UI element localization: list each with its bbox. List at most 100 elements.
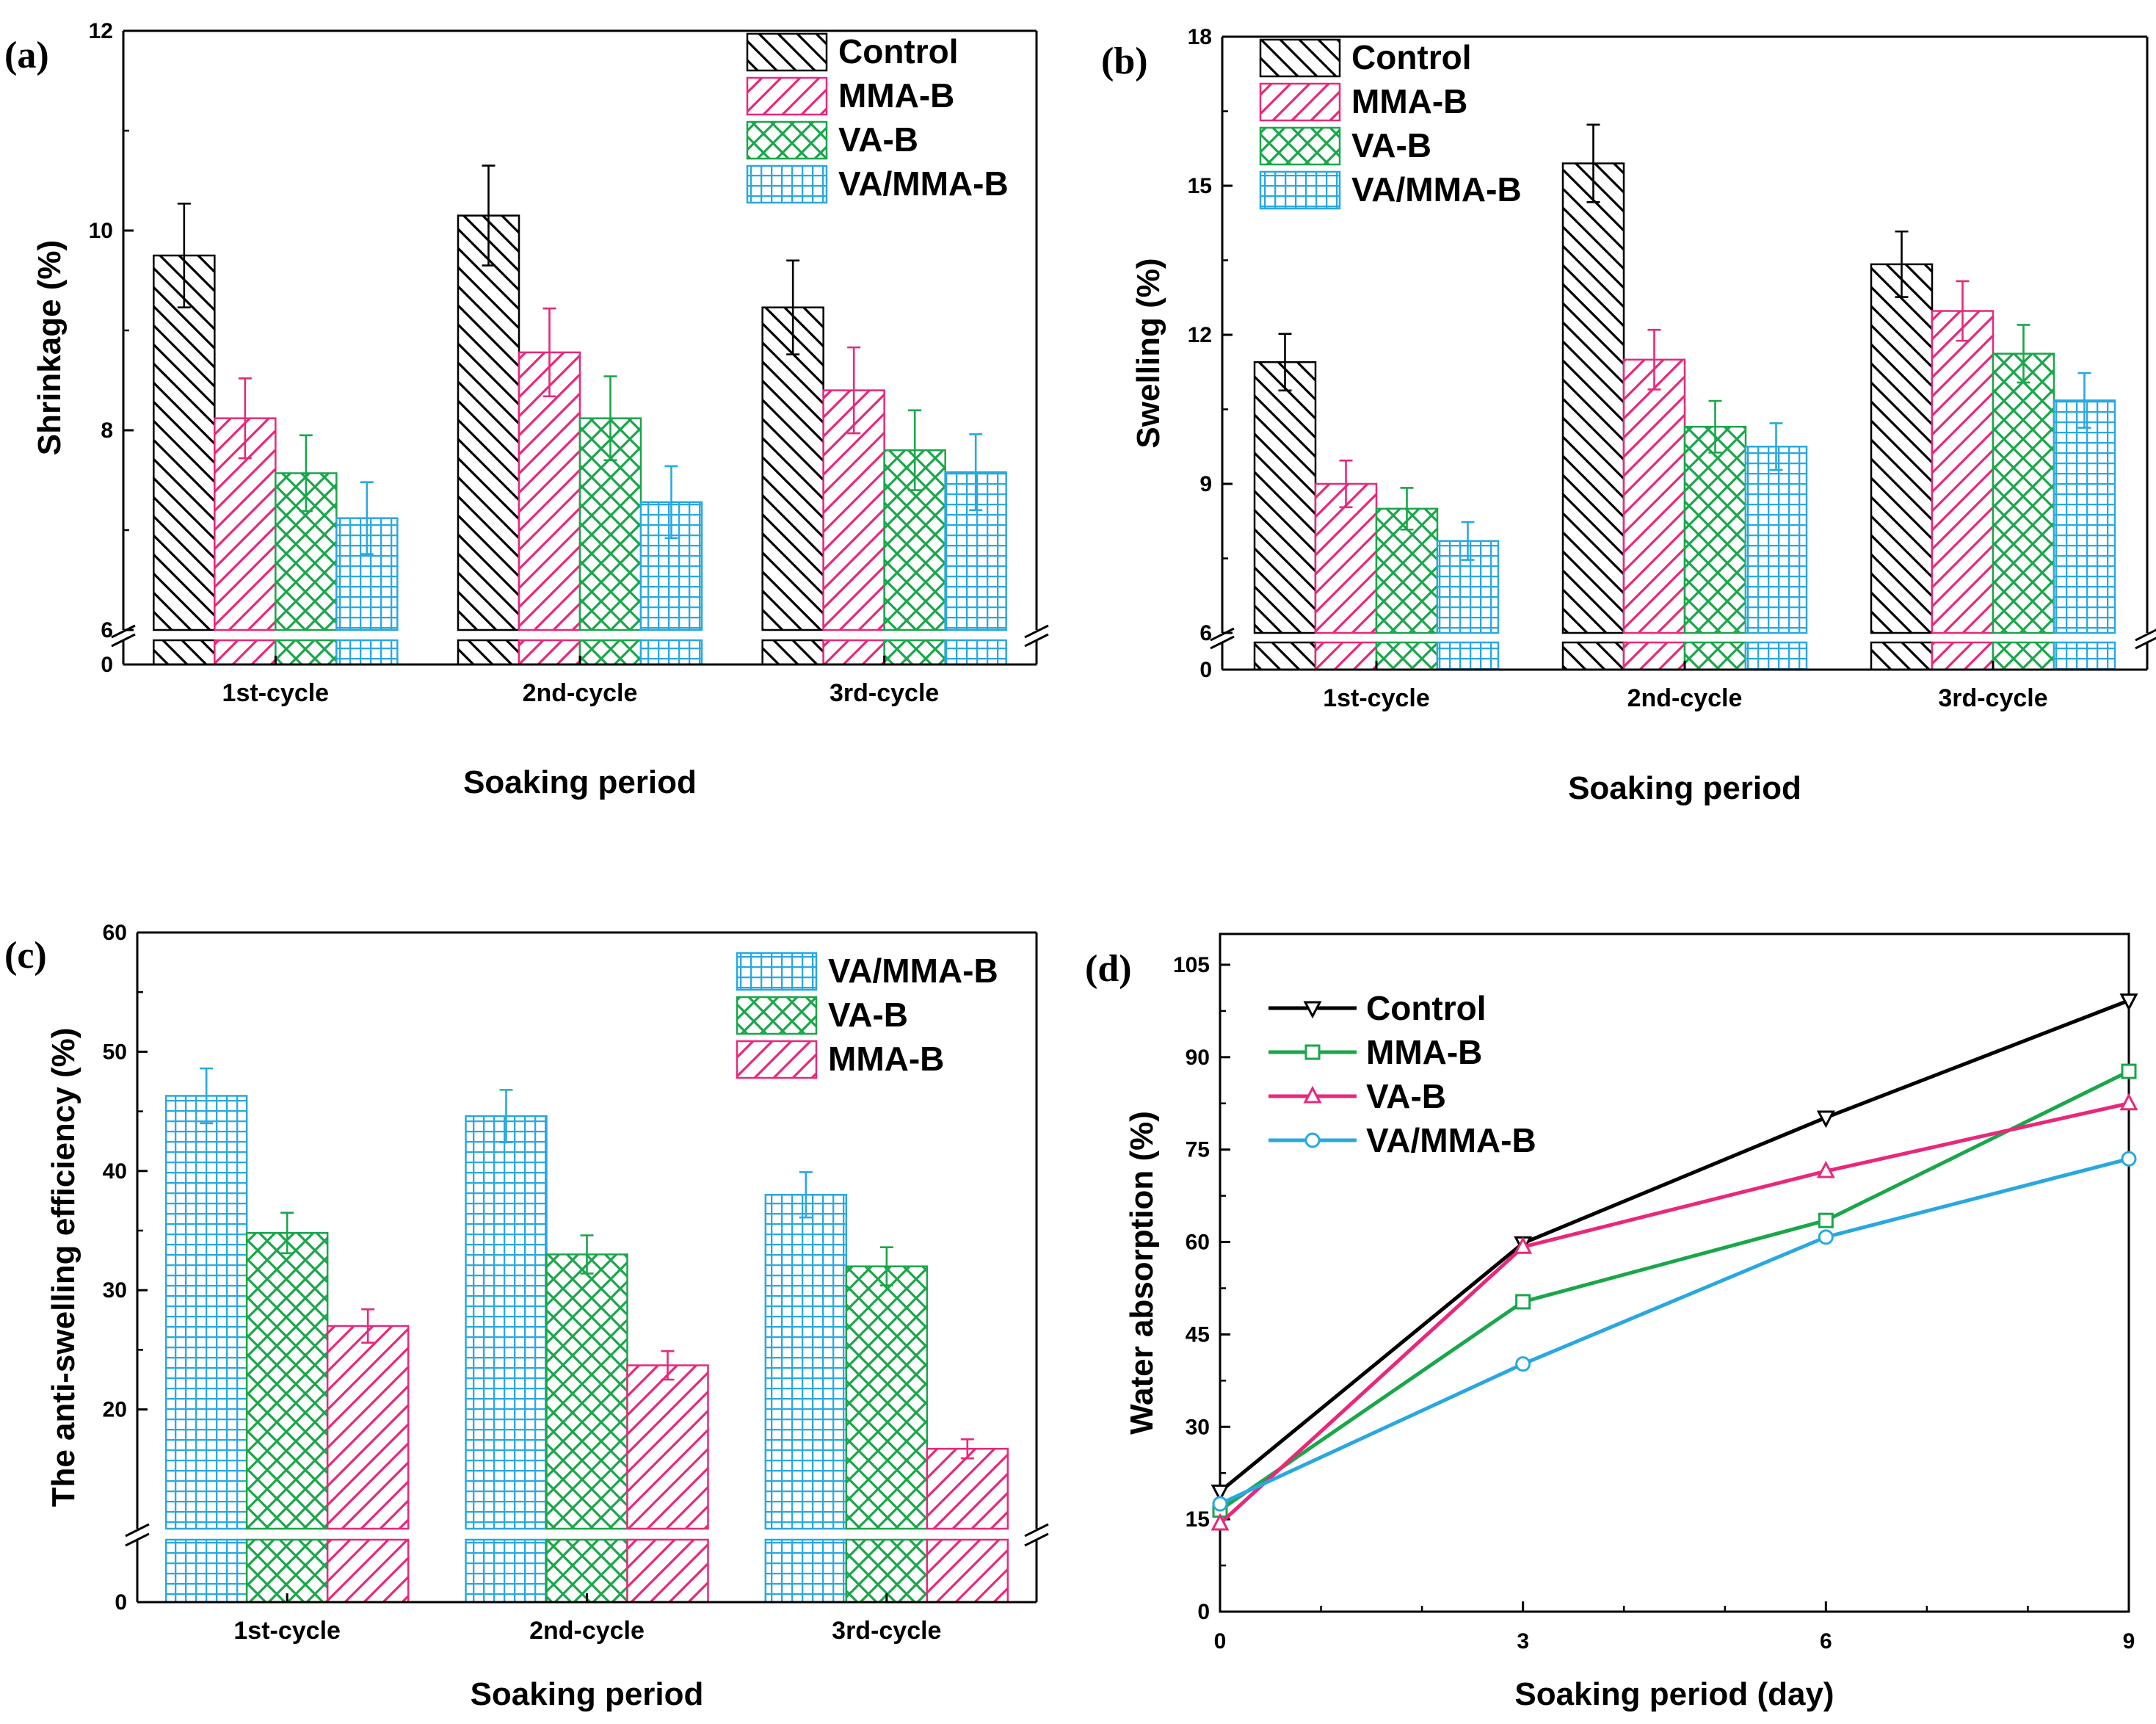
legend-label-va-b: VA-B (1351, 126, 1431, 164)
legend-label-va-mma-b: VA/MMA-B (828, 952, 998, 990)
y-tick-label: 45 (1186, 1322, 1210, 1347)
legend-marker-va-b (1303, 1085, 1322, 1104)
x-tick-label: 0 (1214, 1629, 1227, 1654)
control-bar-1st-cycle-error-bar (1278, 333, 1292, 392)
y-axis-title: The anti-swelling efficiency (%) (46, 1028, 81, 1507)
va-b-bar-2nd-cycle-error-bar (1708, 399, 1722, 454)
va-mma-b-line (1219, 1156, 2130, 1506)
legend-label-control: Control (838, 32, 959, 70)
panel-label: (b) (1101, 40, 1148, 82)
y-tick-label: 20 (103, 1398, 127, 1422)
axis-break-mark-right (1024, 1523, 1049, 1547)
va-b-bar-1st-cycle-stub (275, 639, 338, 666)
mma-b-bar-3rd-cycle-error-bar (960, 1438, 974, 1460)
legend-swatch-va-mma-b (746, 164, 828, 204)
y-tick-label: 0 (1197, 1600, 1210, 1624)
legend-swatch-va-b (1259, 126, 1341, 166)
x-tick-label-3rd-cycle: 3rd-cycle (830, 679, 939, 707)
va-b-point-day-3 (1514, 1236, 1533, 1254)
panel-c-anti-swelling-chart: 20 30 40 50 60 0 1st-cycle 2nd-cycle 3rd-cycle So… (4, 921, 1059, 1712)
va-b-bar-1st-cycle-error-bar (1400, 487, 1414, 531)
x-tick-label-1st-cycle: 1st-cycle (222, 679, 330, 707)
control-bar-1st-cycle (153, 254, 216, 631)
legend-swatch-va-b (746, 120, 828, 160)
axis-break-mark-left (111, 624, 136, 648)
legend-label-mma-b: MMA-B (1351, 82, 1467, 120)
control-bar-2nd-cycle-stub (457, 639, 520, 666)
legend-label-va-mma-b: VA/MMA-B (1351, 170, 1522, 209)
y-tick-label-zero: 0 (1199, 658, 1212, 682)
y-tick-label: 6 (1199, 621, 1212, 645)
legend-label-va-mma-b: VA/MMA-B (1366, 1121, 1536, 1159)
legend-swatch-control (746, 32, 828, 72)
mma-b-bar-3rd-cycle (926, 1447, 1009, 1530)
axis-break-mark-right (1024, 624, 1049, 648)
legend-swatch-control (1259, 38, 1341, 78)
legend-label-va-b: VA-B (1366, 1077, 1446, 1115)
mma-b-point-day-9 (2121, 1063, 2137, 1079)
y-tick-label: 18 (1188, 25, 1212, 49)
y-axis-title: Shrinkage (%) (32, 240, 68, 455)
axis-break-gap (1200, 634, 2156, 641)
control-bar-1st-cycle-stub (153, 639, 216, 666)
va-b-point-day-6 (1816, 1160, 1835, 1178)
mma-b-bar-3rd-cycle-stub (926, 1538, 1009, 1604)
y-tick-label: 15 (1188, 174, 1212, 198)
x-tick-label-2nd-cycle: 2nd-cycle (1627, 684, 1743, 712)
control-bar-2nd-cycle (457, 214, 520, 631)
va-mma-b-point-day-0 (1212, 1496, 1228, 1512)
mma-b-bar-1st-cycle-error-bar (1339, 459, 1353, 509)
mma-b-bar-2nd-cycle (626, 1364, 709, 1530)
va-b-bar-1st-cycle-stub (245, 1538, 329, 1604)
va-b-bar-2nd-cycle-error-bar (580, 1234, 594, 1275)
legend-label-va-b: VA-B (828, 996, 908, 1034)
mma-b-bar-1st-cycle-error-bar (238, 377, 252, 460)
va-mma-b-bar-3rd-cycle (764, 1194, 848, 1530)
control-bar-3rd-cycle (1870, 263, 1934, 634)
y-tick-label: 60 (103, 921, 127, 945)
va-mma-b-bar-3rd-cycle-error-bar (2077, 372, 2091, 429)
legend-marker-mma-b (1304, 1044, 1321, 1060)
legend-swatch-va-b (736, 996, 818, 1035)
y-tick-label: 50 (103, 1040, 127, 1064)
va-b-bar-1st-cycle-error-bar (299, 434, 313, 513)
legend-label-va-mma-b: VA/MMA-B (838, 164, 1009, 203)
legend-swatch-mma-b (736, 1040, 818, 1079)
va-b-bar-1st-cycle (245, 1231, 329, 1530)
va-b-bar-1st-cycle-stub (1375, 641, 1439, 671)
x-tick-label: 6 (1820, 1629, 1832, 1654)
va-mma-b-bar-1st-cycle (164, 1095, 248, 1530)
panel-d-water-absorption-chart: 0 15 30 45 60 75 90 105 0 3 6 9 Control MMA-B VA-B VA/M… (1085, 932, 2138, 1712)
mma-b-bar-3rd-cycle-stub (822, 639, 885, 666)
control-bar-3rd-cycle-stub (761, 639, 824, 666)
control-line (1219, 999, 2130, 1493)
y-tick-label: 6 (101, 618, 113, 642)
panel-label: (d) (1085, 948, 1132, 990)
panel-label: (c) (4, 935, 47, 977)
y-tick-label: 60 (1186, 1231, 1210, 1255)
legend-swatch-va-mma-b (1259, 170, 1341, 210)
x-axis-title: Soaking period (1568, 770, 1801, 806)
mma-b-bar-2nd-cycle-stub (518, 639, 581, 666)
mma-b-bar-2nd-cycle (1622, 358, 1686, 634)
mma-b-bar-2nd-cycle-error-bar (542, 307, 556, 398)
mma-b-bar-1st-cycle (326, 1325, 410, 1530)
control-bar-2nd-cycle-stub (1561, 641, 1625, 671)
va-mma-b-bar-3rd-cycle-stub (764, 1538, 848, 1604)
va-mma-b-bar-2nd-cycle-stub (465, 1538, 548, 1604)
legend-label-mma-b: MMA-B (828, 1040, 944, 1078)
va-b-bar-2nd-cycle-stub (1683, 641, 1747, 671)
y-axis-title: Swelling (%) (1130, 258, 1166, 448)
va-mma-b-bar-3rd-cycle (2052, 399, 2116, 634)
control-bar-3rd-cycle (761, 306, 824, 631)
mma-b-bar-1st-cycle (1314, 482, 1378, 634)
y-tick-label: 8 (101, 419, 113, 443)
va-b-bar-2nd-cycle (1683, 425, 1747, 634)
va-b-bar-2nd-cycle-stub (545, 1538, 628, 1604)
y-tick-label: 10 (89, 219, 113, 243)
va-b-bar-3rd-cycle-stub (883, 639, 946, 666)
mma-b-bar-3rd-cycle (1931, 310, 1995, 634)
y-tick-label: 105 (1173, 953, 1210, 977)
legend-label-control: Control (1351, 38, 1472, 76)
control-bar-2nd-cycle (1561, 162, 1625, 634)
